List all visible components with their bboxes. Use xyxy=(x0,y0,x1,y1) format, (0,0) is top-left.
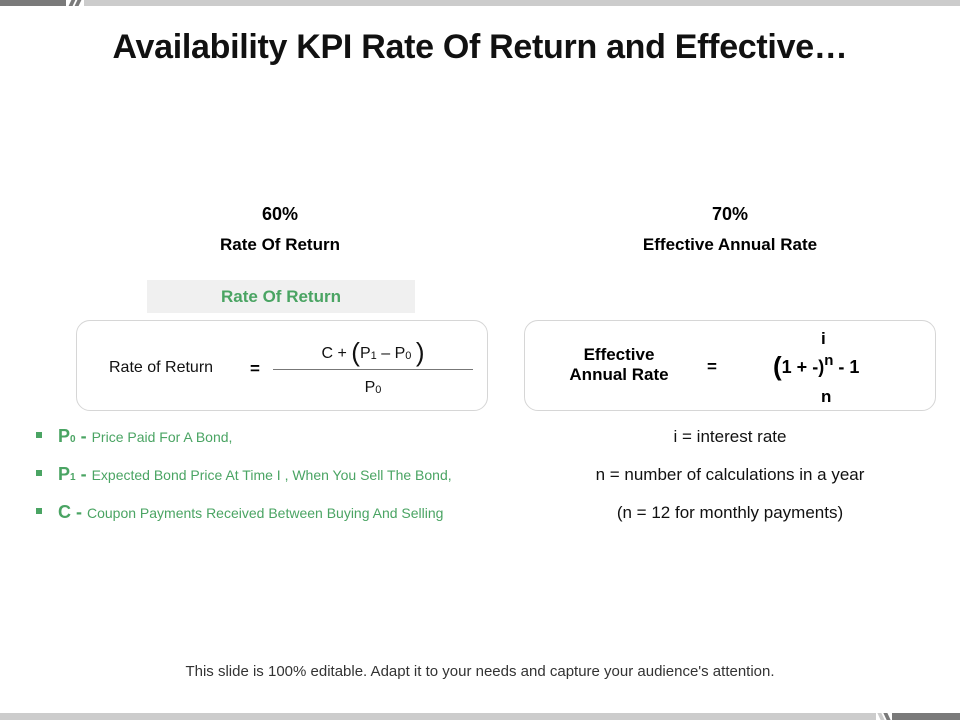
open-paren: ( xyxy=(351,337,360,367)
bullet-square-icon xyxy=(36,508,42,514)
fraction-line xyxy=(273,369,473,370)
top-decorative-slash xyxy=(74,0,82,6)
bottom-decorative-bar-light xyxy=(0,713,876,720)
bullet-square-icon xyxy=(36,432,42,438)
formula-notes: i = interest rate n = number of calculat… xyxy=(540,427,920,541)
list-item: P0 - Price Paid For A Bond, xyxy=(36,426,506,464)
top-decorative-bar-dark xyxy=(0,0,66,6)
subscript: 1 xyxy=(370,350,377,362)
rate-of-return-formula-box: Rate of Return = C + (P1 – P0 ) P0 xyxy=(76,320,488,411)
kpi-label: Rate Of Return xyxy=(220,235,340,254)
bullet-description: Expected Bond Price At Time I , When You… xyxy=(91,467,452,483)
bullet-term: P0 - Price Paid For A Bond, xyxy=(58,426,233,446)
subscript: 0 xyxy=(375,384,382,396)
kpi-value: 70% xyxy=(711,204,749,224)
equals-sign: = xyxy=(250,359,260,378)
kpi-value: 60% xyxy=(261,204,299,224)
p0-term: P xyxy=(364,379,376,396)
close-paren: ) xyxy=(415,337,425,367)
minus-sign: – xyxy=(381,345,391,362)
effective-annual-rate-formula-box: Effective Annual Rate = i (1 + -)n - 1 n xyxy=(524,320,936,411)
kpi-rate-of-return: 60% Rate Of Return xyxy=(180,204,380,255)
coupon-term: C + xyxy=(321,345,347,362)
note-line: (n = 12 for monthly payments) xyxy=(616,503,844,522)
bullet-term: P1 - Expected Bond Price At Time I , Whe… xyxy=(58,464,452,484)
formula-denominator: P0 xyxy=(273,379,473,397)
section-banner: Rate Of Return xyxy=(147,280,415,313)
list-item: C - Coupon Payments Received Between Buy… xyxy=(36,502,506,540)
bullet-description: Price Paid For A Bond, xyxy=(91,429,233,445)
subscript: 0 xyxy=(405,350,412,362)
exponent: n xyxy=(824,352,834,369)
formula-body: (1 + -)n - 1 xyxy=(773,351,859,382)
kpi-effective-annual-rate: 70% Effective Annual Rate xyxy=(600,204,860,255)
variable-definitions-list: P0 - Price Paid For A Bond, P1 - Expecte… xyxy=(36,426,506,540)
formula-tail: - 1 xyxy=(833,357,860,377)
formula-n: n xyxy=(821,387,832,406)
bullet-square-icon xyxy=(36,470,42,476)
p0-term: P xyxy=(394,345,406,362)
formula-label: Effective Annual Rate xyxy=(569,345,669,384)
p1-term: P xyxy=(359,345,371,362)
top-decorative-bar-light xyxy=(84,0,960,6)
footer-caption: This slide is 100% editable. Adapt it to… xyxy=(185,663,775,680)
slide-title: Availability KPI Rate Of Return and Effe… xyxy=(112,28,848,66)
bullet-description: Coupon Payments Received Between Buying … xyxy=(87,505,444,521)
close-paren: ) xyxy=(818,357,825,377)
equals-sign: = xyxy=(707,357,717,376)
formula-inner: 1 + - xyxy=(781,357,819,377)
bullet-term: C - Coupon Payments Received Between Buy… xyxy=(58,502,444,522)
bottom-decorative-bar-dark xyxy=(892,713,960,720)
note-line: n = number of calculations in a year xyxy=(595,465,865,484)
formula-label: Rate of Return xyxy=(109,359,214,376)
list-item: P1 - Expected Bond Price At Time I , Whe… xyxy=(36,464,506,502)
note-line: i = interest rate xyxy=(673,427,787,446)
formula-numerator: C + (P1 – P0 ) xyxy=(273,337,473,368)
kpi-label: Effective Annual Rate xyxy=(642,235,818,254)
open-paren: ( xyxy=(773,351,782,381)
formula-i: i xyxy=(821,329,826,348)
